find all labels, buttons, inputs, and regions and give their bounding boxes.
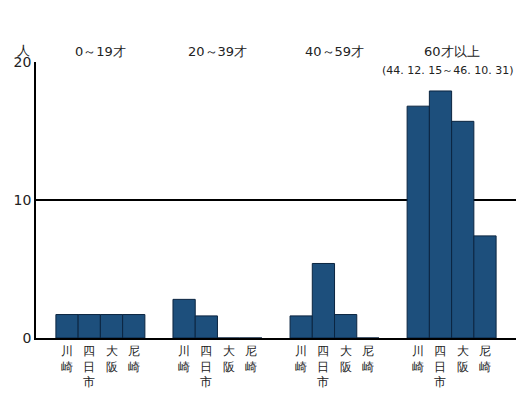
- svg-text:20: 20: [14, 54, 32, 70]
- svg-text:10: 10: [14, 192, 32, 208]
- svg-text:人: 人: [17, 43, 30, 58]
- svg-text:0～19才: 0～19才: [75, 44, 126, 59]
- svg-text:川崎: 川崎: [412, 344, 424, 374]
- svg-text:川崎: 川崎: [295, 344, 307, 374]
- svg-text:(44. 12. 15～46. 10. 31): (44. 12. 15～46. 10. 31): [382, 64, 514, 77]
- svg-text:大阪: 大阪: [457, 344, 469, 374]
- svg-text:40～59才: 40～59才: [305, 44, 364, 59]
- svg-text:四日市: 四日市: [317, 344, 329, 389]
- svg-text:四日市: 四日市: [200, 344, 212, 389]
- svg-text:20～39才: 20～39才: [188, 44, 247, 59]
- svg-text:尼崎: 尼崎: [479, 344, 491, 374]
- svg-text:川崎: 川崎: [61, 344, 73, 374]
- svg-text:尼崎: 尼崎: [128, 344, 140, 374]
- svg-text:大阪: 大阪: [106, 344, 118, 374]
- svg-text:0: 0: [23, 330, 32, 346]
- svg-text:川崎: 川崎: [178, 344, 190, 374]
- svg-text:大阪: 大阪: [340, 344, 352, 374]
- svg-text:尼崎: 尼崎: [362, 344, 374, 374]
- svg-text:四日市: 四日市: [434, 344, 446, 389]
- svg-text:大阪: 大阪: [223, 344, 235, 374]
- svg-text:四日市: 四日市: [83, 344, 95, 389]
- svg-text:60才以上: 60才以上: [424, 44, 480, 59]
- svg-text:尼崎: 尼崎: [245, 344, 257, 374]
